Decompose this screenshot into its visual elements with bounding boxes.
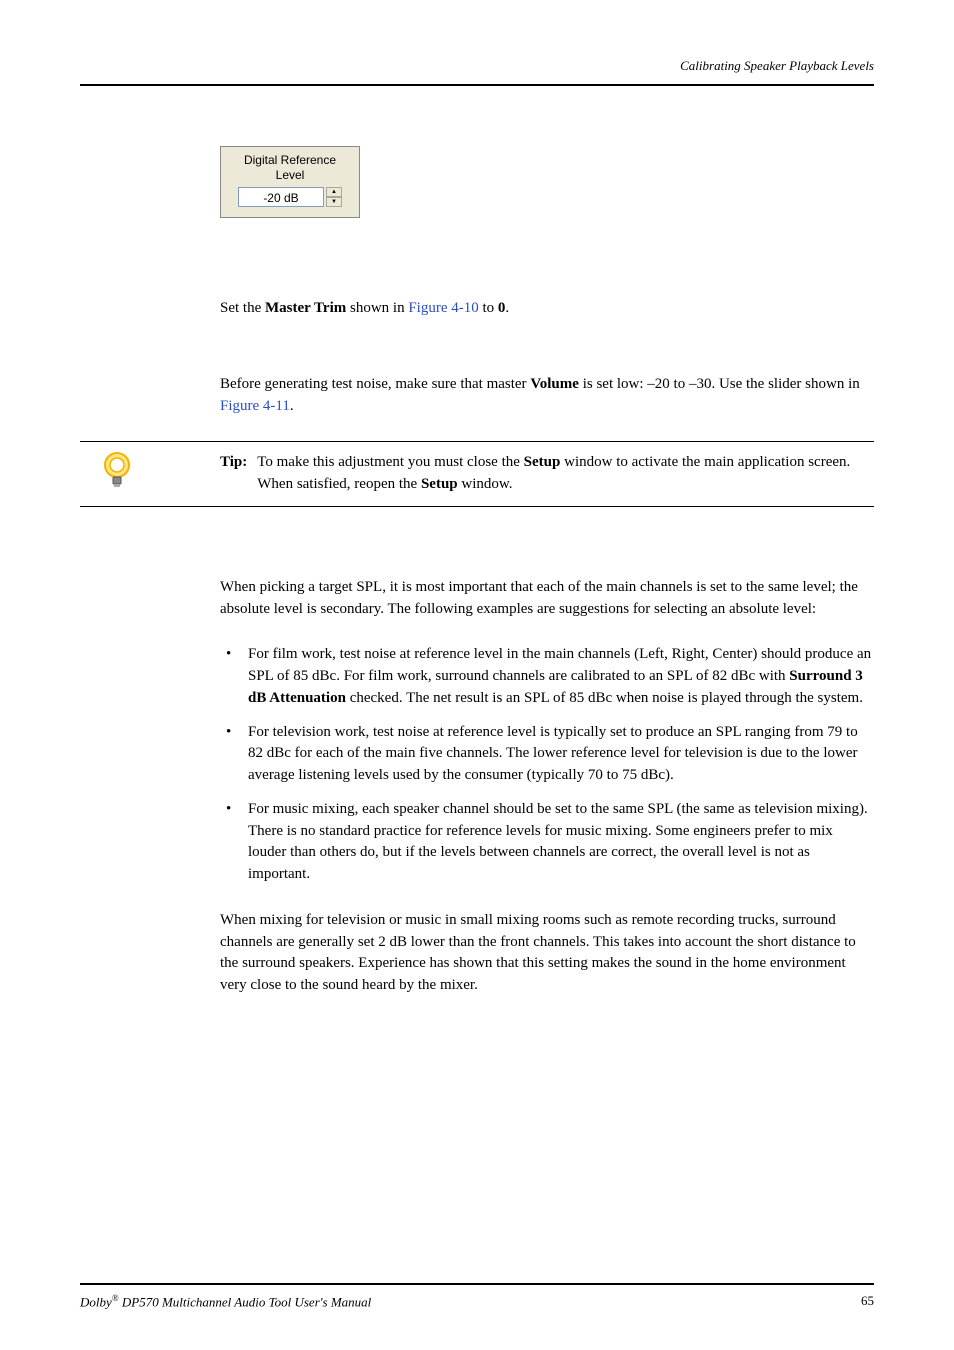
text: window. bbox=[458, 476, 513, 492]
ref-label-line1: Digital Reference bbox=[244, 153, 336, 167]
ref-level-spinner: ▲ ▼ bbox=[326, 187, 342, 207]
content-continued: When picking a target SPL, it is most im… bbox=[220, 577, 874, 997]
tip-label: Tip: bbox=[220, 452, 247, 496]
text: checked. The net result is an SPL of 85 … bbox=[346, 690, 863, 706]
text: DP570 Multichannel Audio Tool User's Man… bbox=[119, 1294, 372, 1309]
page-number: 65 bbox=[861, 1293, 874, 1310]
ref-level-value-field[interactable]: -20 dB bbox=[238, 187, 324, 207]
digital-reference-level-label: Digital Reference Level bbox=[229, 153, 351, 183]
text: Before generating test noise, make sure … bbox=[220, 376, 530, 392]
mixing-paragraph: When mixing for television or music in s… bbox=[220, 910, 874, 997]
spinner-up-button[interactable]: ▲ bbox=[326, 187, 342, 197]
text: . bbox=[505, 300, 509, 316]
list-item: For music mixing, each speaker channel s… bbox=[220, 799, 874, 886]
spl-intro-paragraph: When picking a target SPL, it is most im… bbox=[220, 577, 874, 621]
volume-paragraph: Before generating test noise, make sure … bbox=[220, 374, 874, 418]
running-head: Calibrating Speaker Playback Levels bbox=[80, 58, 874, 86]
figure-4-11-link[interactable]: Figure 4-11 bbox=[220, 398, 290, 414]
page-footer: Dolby® DP570 Multichannel Audio Tool Use… bbox=[80, 1283, 874, 1310]
registered-mark: ® bbox=[112, 1293, 119, 1303]
tip-block: Tip: To make this adjustment you must cl… bbox=[80, 441, 874, 507]
spl-bullet-list: For film work, test noise at reference l… bbox=[220, 644, 874, 886]
tip-body: To make this adjustment you must close t… bbox=[257, 452, 874, 496]
text: . bbox=[290, 398, 294, 414]
text: is set low: –20 to –30. Use the slider s… bbox=[579, 376, 860, 392]
text: To make this adjustment you must close t… bbox=[257, 454, 523, 470]
ref-label-line2: Level bbox=[276, 168, 305, 182]
tip-text: Tip: To make this adjustment you must cl… bbox=[220, 452, 874, 496]
spinner-down-button[interactable]: ▼ bbox=[326, 197, 342, 207]
setup-bold-2: Setup bbox=[421, 476, 458, 492]
list-item: For television work, test noise at refer… bbox=[220, 722, 874, 787]
text: Dolby bbox=[80, 1294, 112, 1309]
figure-4-10-link[interactable]: Figure 4-10 bbox=[408, 300, 478, 316]
list-item: For film work, test noise at reference l… bbox=[220, 644, 874, 709]
master-trim-paragraph: Set the Master Trim shown in Figure 4-10… bbox=[220, 298, 874, 320]
main-content: Digital Reference Level -20 dB ▲ ▼ Set t… bbox=[220, 146, 874, 417]
footer-title: Dolby® DP570 Multichannel Audio Tool Use… bbox=[80, 1293, 371, 1310]
text: Set the bbox=[220, 300, 265, 316]
spacer bbox=[220, 344, 874, 374]
text: to bbox=[479, 300, 498, 316]
text: shown in bbox=[346, 300, 408, 316]
setup-bold: Setup bbox=[524, 454, 561, 470]
master-trim-bold: Master Trim bbox=[265, 300, 346, 316]
text: For film work, test noise at reference l… bbox=[248, 646, 871, 684]
lightbulb-icon bbox=[100, 450, 134, 490]
volume-bold: Volume bbox=[530, 376, 579, 392]
ref-level-input-row: -20 dB ▲ ▼ bbox=[229, 187, 351, 207]
tip-icon-wrap bbox=[100, 450, 134, 495]
running-head-text: Calibrating Speaker Playback Levels bbox=[680, 58, 874, 73]
digital-reference-level-panel: Digital Reference Level -20 dB ▲ ▼ bbox=[220, 146, 360, 218]
